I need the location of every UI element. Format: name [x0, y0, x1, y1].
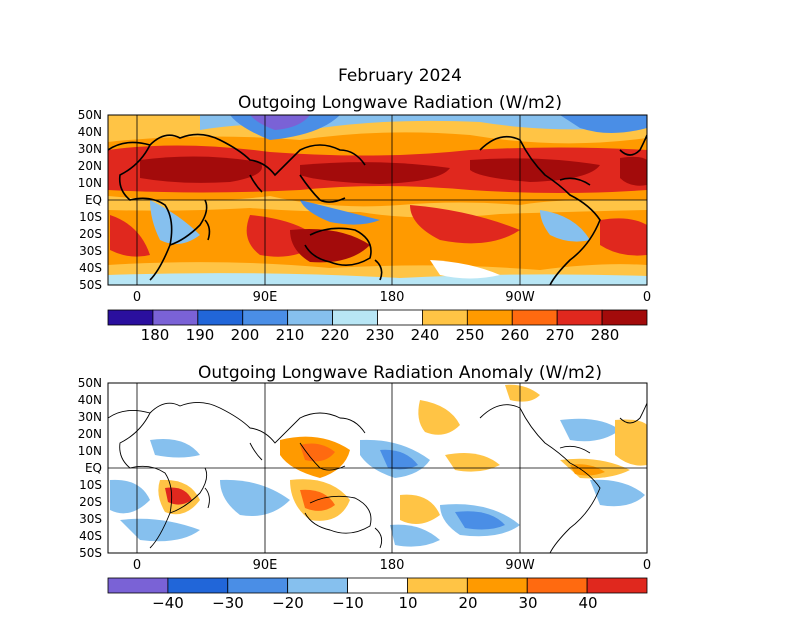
lat-label: 30N: [77, 410, 102, 424]
lat-label: 30S: [79, 512, 102, 526]
olr-map-title: Outgoing Longwave Radiation (W/m2): [237, 93, 563, 113]
lat-label: 30N: [77, 142, 102, 156]
colorbar-swatch: [466, 577, 528, 594]
colorbar-swatch: [287, 309, 333, 326]
colorbar-label: −20: [272, 594, 304, 612]
lat-label: EQ: [84, 193, 102, 207]
colorbar-label: 260: [500, 326, 530, 344]
lat-label: 20N: [77, 427, 102, 441]
colorbar-swatch: [227, 577, 289, 594]
lat-label: 10N: [77, 176, 102, 190]
colorbar-swatch: [107, 577, 169, 594]
lon-label: 180: [379, 558, 405, 573]
colorbar-label: −30: [212, 594, 244, 612]
lon-label: 90E: [252, 290, 278, 305]
colorbar-label: 180: [140, 326, 170, 344]
colorbar-swatch: [152, 309, 199, 326]
colorbar-label: −40: [152, 594, 184, 612]
colorbar-label: −10: [332, 594, 364, 612]
colorbar-label: 220: [320, 326, 350, 344]
colorbar-label: 200: [230, 326, 260, 344]
colorbar-swatch: [407, 577, 468, 594]
colorbar-swatch: [422, 309, 468, 326]
colorbar-swatch: [466, 309, 513, 326]
colorbar-swatch: [511, 309, 558, 326]
lat-label: 30S: [79, 244, 102, 258]
colorbar-swatch: [347, 577, 408, 594]
lat-label: 40S: [79, 261, 102, 275]
lat-label: 50S: [79, 278, 102, 292]
colorbar-label: 10: [398, 594, 418, 612]
colorbar-label: 40: [578, 594, 598, 612]
lon-label: 0: [132, 558, 142, 573]
colorbar-swatch: [526, 577, 588, 594]
colorbar-label: 30: [518, 594, 538, 612]
colorbar-label: 20: [458, 594, 478, 612]
lat-label: 40N: [77, 393, 102, 407]
lat-label: 10S: [79, 210, 102, 224]
anomaly-map-title: Outgoing Longwave Radiation Anomaly (W/m…: [198, 363, 602, 383]
colorbar-label: 190: [185, 326, 215, 344]
lat-label: 20S: [79, 495, 102, 509]
colorbar-swatch: [377, 309, 423, 326]
lat-label: 40N: [77, 125, 102, 139]
lat-label: 20N: [77, 159, 102, 173]
lon-label: 0: [642, 558, 652, 573]
lon-label: 90W: [505, 290, 535, 305]
lon-label: 0: [642, 290, 652, 305]
lat-label: EQ: [84, 461, 102, 475]
colorbar-swatch: [287, 577, 348, 594]
lat-label: 50N: [77, 376, 102, 390]
colorbar-label: 240: [410, 326, 440, 344]
colorbar-swatch: [332, 309, 378, 326]
lon-label: 0: [132, 290, 142, 305]
colorbar-swatch: [107, 309, 154, 326]
lon-label: 90E: [252, 558, 278, 573]
page-title: February 2024: [338, 66, 462, 86]
colorbar-swatch: [586, 577, 648, 594]
colorbar-swatch: [556, 309, 603, 326]
colorbar-label: 250: [455, 326, 485, 344]
lat-label: 50N: [77, 108, 102, 122]
colorbar-label: 270: [545, 326, 575, 344]
colorbar-swatch: [242, 309, 289, 326]
lon-label: 180: [379, 290, 405, 305]
olr-colorbar: [107, 309, 648, 326]
colorbar-swatch: [601, 309, 648, 326]
colorbar-label: 280: [590, 326, 620, 344]
colorbar-swatch: [197, 309, 244, 326]
lat-label: 50S: [79, 546, 102, 560]
lon-label: 90W: [505, 558, 535, 573]
lat-label: 20S: [79, 227, 102, 241]
colorbar-swatch: [167, 577, 229, 594]
anomaly-colorbar: [107, 577, 648, 594]
lat-label: 40S: [79, 529, 102, 543]
lat-label: 10N: [77, 444, 102, 458]
lat-label: 10S: [79, 478, 102, 492]
colorbar-label: 230: [365, 326, 395, 344]
colorbar-label: 210: [275, 326, 305, 344]
